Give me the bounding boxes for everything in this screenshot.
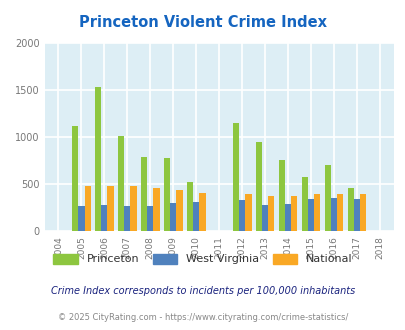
Bar	[176, 190, 182, 231]
Bar	[199, 193, 205, 231]
Bar	[284, 204, 290, 231]
Bar	[118, 136, 124, 231]
Bar	[245, 194, 251, 231]
Bar	[347, 188, 353, 231]
Bar	[141, 157, 147, 231]
Bar	[72, 126, 78, 231]
Bar	[107, 186, 113, 231]
Bar	[313, 194, 320, 231]
Bar	[307, 200, 313, 231]
Bar	[278, 159, 284, 231]
Bar	[268, 196, 274, 231]
Text: © 2025 CityRating.com - https://www.cityrating.com/crime-statistics/: © 2025 CityRating.com - https://www.city…	[58, 313, 347, 322]
Bar	[101, 205, 107, 231]
Bar	[170, 203, 176, 231]
Bar	[193, 202, 199, 231]
Bar	[301, 177, 307, 231]
Bar	[124, 206, 130, 231]
Bar	[232, 123, 239, 231]
Bar	[147, 206, 153, 231]
Bar	[153, 188, 159, 231]
Bar	[95, 87, 101, 231]
Bar	[130, 186, 136, 231]
Bar	[84, 186, 90, 231]
Bar	[164, 158, 170, 231]
Text: Crime Index corresponds to incidents per 100,000 inhabitants: Crime Index corresponds to incidents per…	[51, 286, 354, 296]
Bar	[324, 165, 330, 231]
Bar	[353, 199, 359, 231]
Bar	[330, 198, 337, 231]
Bar	[337, 194, 343, 231]
Bar	[290, 196, 297, 231]
Bar	[359, 194, 365, 231]
Legend: Princeton, West Virginia, National: Princeton, West Virginia, National	[49, 249, 356, 269]
Bar	[255, 142, 262, 231]
Bar	[78, 206, 84, 231]
Text: Princeton Violent Crime Index: Princeton Violent Crime Index	[79, 15, 326, 30]
Bar	[187, 182, 193, 231]
Bar	[239, 200, 245, 231]
Bar	[262, 205, 268, 231]
